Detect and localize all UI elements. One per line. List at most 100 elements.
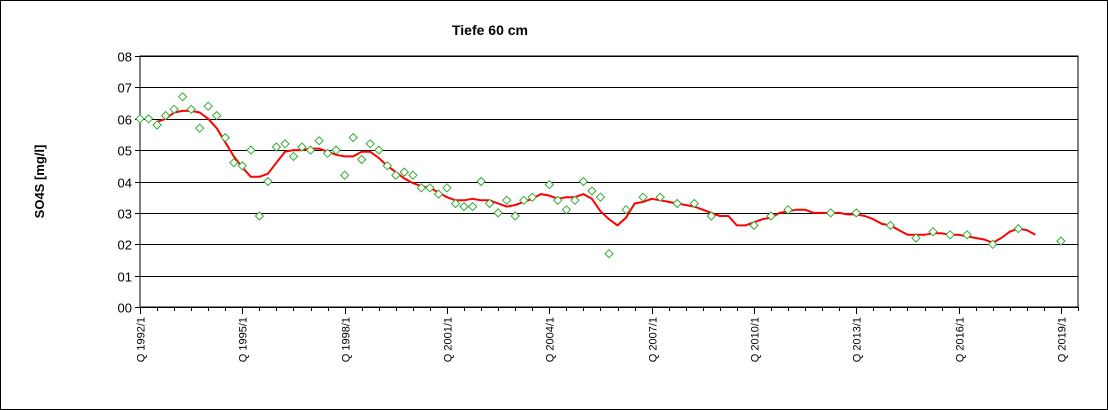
y-tick-label: 01 (118, 270, 132, 285)
data-point (1056, 236, 1066, 246)
x-tick-label: Q 1992/1 (136, 317, 148, 362)
data-point (356, 154, 367, 165)
data-point (928, 226, 938, 237)
data-point (945, 230, 955, 240)
data-point (382, 161, 393, 171)
data-point (987, 239, 998, 250)
data-point (416, 183, 427, 193)
data-point (297, 142, 307, 152)
data-point (510, 211, 520, 221)
data-point (655, 192, 665, 202)
data-point (348, 132, 358, 143)
data-point (211, 110, 222, 121)
data-point (425, 183, 435, 193)
data-point (467, 201, 478, 212)
y-tick-label: 06 (118, 113, 132, 128)
data-point (229, 157, 239, 168)
point-layer (135, 92, 1066, 259)
data-point (484, 198, 495, 209)
data-point (365, 139, 375, 149)
data-point (450, 198, 461, 209)
chart-title: Tiefe 60 cm (452, 22, 528, 38)
data-point (501, 195, 512, 206)
y-tick-label: 05 (118, 144, 132, 159)
y-tick-label: 04 (118, 176, 132, 191)
x-tick-label: Q 2010/1 (750, 317, 762, 362)
data-point (152, 120, 162, 130)
data-point (391, 170, 401, 180)
data-point (442, 183, 452, 193)
data-point (638, 192, 648, 202)
data-point (339, 170, 350, 180)
x-tick-label: Q 2004/1 (545, 317, 557, 362)
x-tick-label: Q 2013/1 (852, 317, 864, 362)
trend-layer (156, 109, 1036, 244)
y-tick-label: 07 (118, 81, 132, 96)
axis-layer: 00 01 02 03 04 05 06 07 08 Q 1992/1 Q 1995/1 Q 1998… (118, 50, 1079, 362)
data-point (544, 179, 555, 190)
data-point (408, 170, 418, 180)
data-point (305, 145, 316, 155)
data-point (604, 248, 614, 259)
data-point (177, 92, 188, 102)
data-point (263, 176, 273, 187)
data-point (314, 135, 324, 146)
plot-area (139, 55, 1079, 308)
x-tick-label: Q 2007/1 (648, 317, 660, 362)
data-point (621, 204, 631, 215)
data-point (254, 211, 265, 221)
data-point (160, 110, 171, 121)
data-point (587, 186, 597, 196)
data-point (476, 176, 486, 187)
x-tick-label: Q 2019/1 (1057, 317, 1069, 362)
data-point (962, 230, 972, 240)
x-tick-label: Q 1995/1 (238, 317, 250, 362)
data-point (595, 192, 606, 202)
data-point (374, 145, 384, 155)
data-point (271, 142, 282, 152)
data-point (169, 104, 179, 115)
data-point (143, 114, 154, 124)
data-point (493, 208, 503, 218)
data-point (322, 148, 333, 159)
data-point (851, 208, 862, 218)
data-point (459, 201, 469, 212)
y-axis-label: SO4S [mg/l] (32, 145, 47, 219)
grid-layer (139, 55, 1079, 308)
data-point (553, 195, 563, 206)
data-point (280, 139, 290, 149)
data-point (194, 123, 205, 133)
data-point (561, 204, 572, 215)
data-point (518, 195, 529, 206)
trend-line (156, 109, 1036, 244)
data-point (220, 132, 231, 143)
data-point (706, 211, 717, 221)
data-point (689, 198, 700, 209)
y-tick-label: 03 (118, 207, 132, 222)
data-point (527, 192, 538, 202)
x-tick-label: Q 2001/1 (443, 317, 455, 362)
data-point (911, 233, 921, 243)
data-point (570, 195, 580, 206)
data-point (749, 220, 759, 231)
x-tick-label: Q 1998/1 (341, 317, 353, 362)
data-point (1013, 223, 1024, 234)
data-point (237, 161, 248, 171)
data-point (288, 151, 299, 162)
y-tick-label: 08 (118, 50, 132, 65)
data-point (246, 145, 256, 155)
x-tick-label: Q 2016/1 (955, 317, 967, 362)
data-point (135, 114, 145, 124)
data-point (885, 220, 896, 231)
data-point (186, 104, 196, 115)
y-tick-label: 02 (118, 238, 132, 253)
data-point (578, 176, 589, 187)
data-point (825, 208, 836, 218)
data-point (331, 145, 341, 155)
data-point (766, 211, 776, 221)
data-point (433, 189, 444, 199)
data-point (783, 204, 793, 215)
y-tick-label: 00 (118, 301, 132, 316)
